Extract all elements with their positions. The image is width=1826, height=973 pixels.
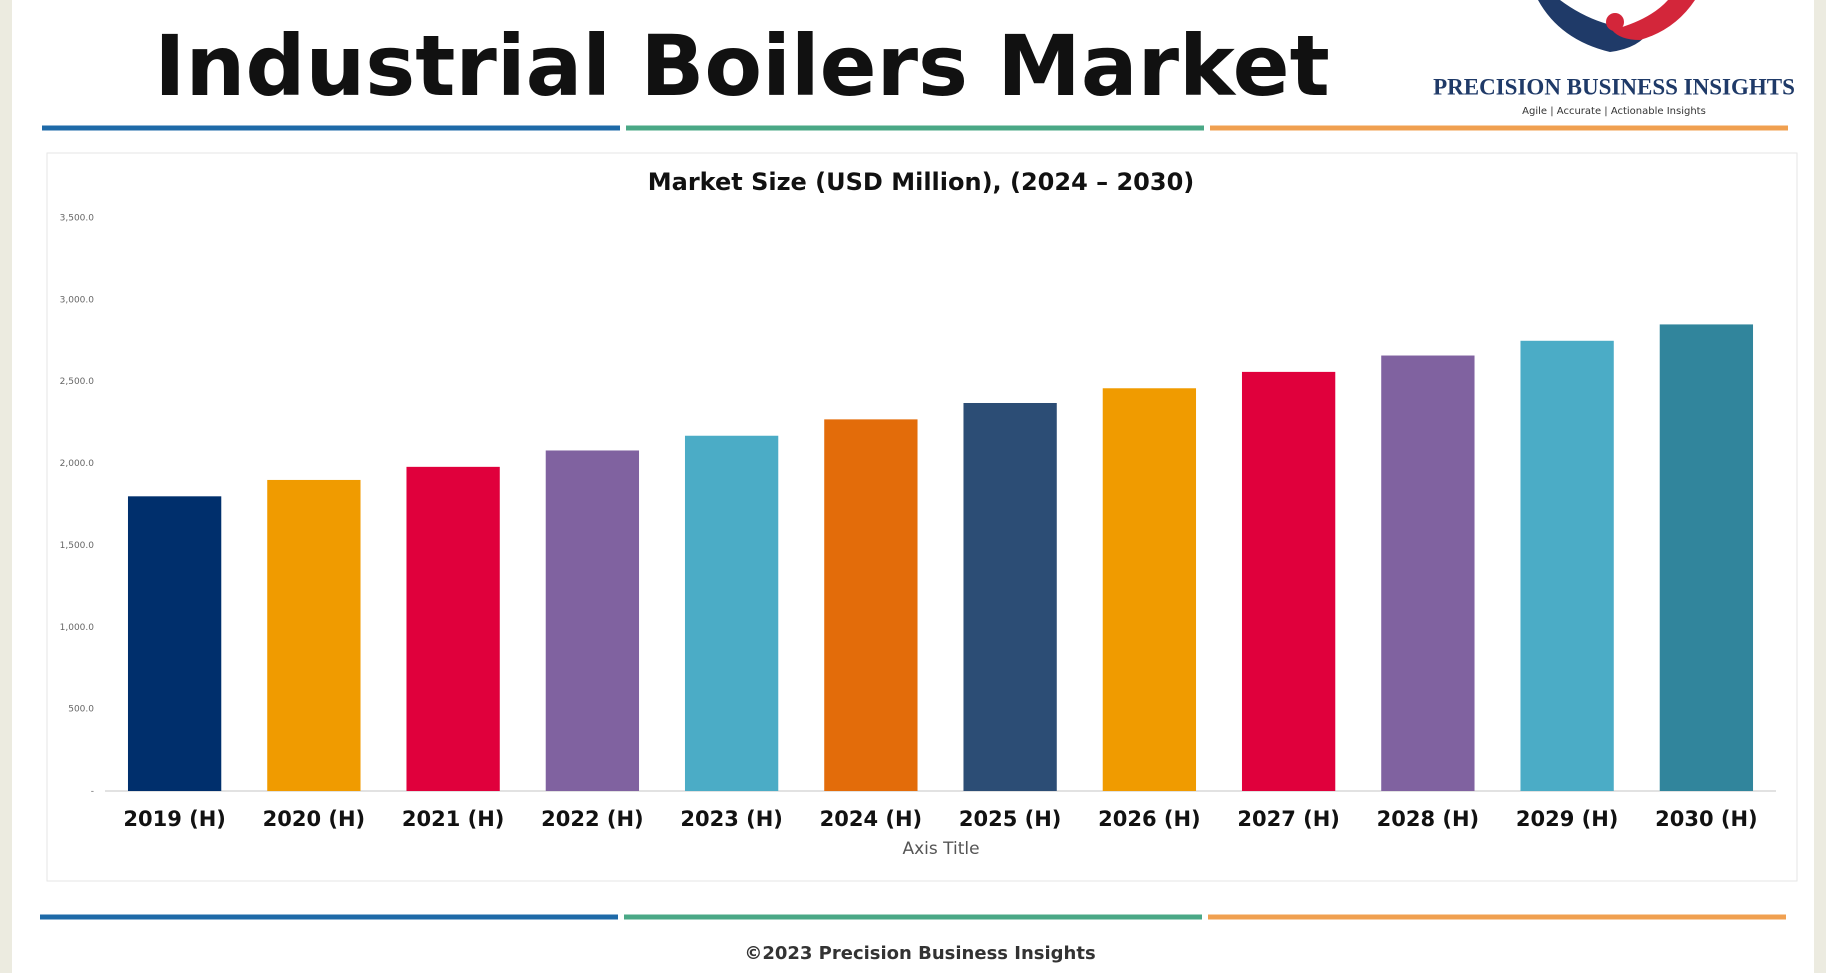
bar <box>545 450 640 791</box>
bar <box>1381 355 1475 791</box>
x-tick-label: 2030 (H) <box>1655 807 1758 831</box>
bar <box>1659 324 1754 791</box>
footer: ©2023 Precision Business Insights <box>744 943 1095 964</box>
bar <box>267 479 361 791</box>
bar <box>1102 388 1197 791</box>
bar <box>1241 371 1336 791</box>
logo-eagle <box>1538 0 1695 52</box>
x-axis-title: Axis Title <box>902 839 979 859</box>
x-tick-label: 2023 (H) <box>680 807 783 831</box>
brand-name: PRECISION BUSINESS INSIGHTS <box>1433 74 1795 99</box>
bar <box>1520 340 1614 791</box>
x-tick-label: 2021 (H) <box>402 807 505 831</box>
x-tick-label: 2029 (H) <box>1516 807 1619 831</box>
bar <box>684 435 779 791</box>
y-tick-label: 500.0 <box>68 705 94 715</box>
y-tick-label: 3,500.0 <box>60 214 95 224</box>
y-tick-label: 3,000.0 <box>60 295 95 305</box>
y-tick-label: 1,000.0 <box>60 623 95 633</box>
x-tick-label: 2020 (H) <box>263 807 366 831</box>
y-tick-label: 2,000.0 <box>60 459 95 469</box>
x-tick-label: 2024 (H) <box>820 807 923 831</box>
x-tick-label: 2025 (H) <box>959 807 1062 831</box>
chart-title: Market Size (USD Million), (2024 – 2030) <box>648 168 1195 196</box>
eagle-wing-right <box>1612 0 1695 40</box>
bar <box>127 496 222 791</box>
x-tick-label: 2028 (H) <box>1377 807 1480 831</box>
x-tick-label: 2019 (H) <box>123 807 226 831</box>
x-tick-label: 2027 (H) <box>1237 807 1340 831</box>
bar <box>824 419 918 791</box>
y-tick-label: - <box>91 787 94 797</box>
y-tick-label: 1,500.0 <box>60 541 95 551</box>
bar <box>406 466 500 791</box>
x-tick-label: 2022 (H) <box>541 807 644 831</box>
bar <box>963 402 1057 791</box>
brand-tagline: Agile | Accurate | Actionable Insights <box>1522 106 1706 117</box>
x-tick-label: 2026 (H) <box>1098 807 1201 831</box>
eagle-wing-left <box>1538 0 1650 52</box>
y-tick-label: 2,500.0 <box>60 377 95 387</box>
page-title: Industrial Boilers Market <box>154 17 1329 115</box>
eagle-head <box>1606 13 1624 31</box>
